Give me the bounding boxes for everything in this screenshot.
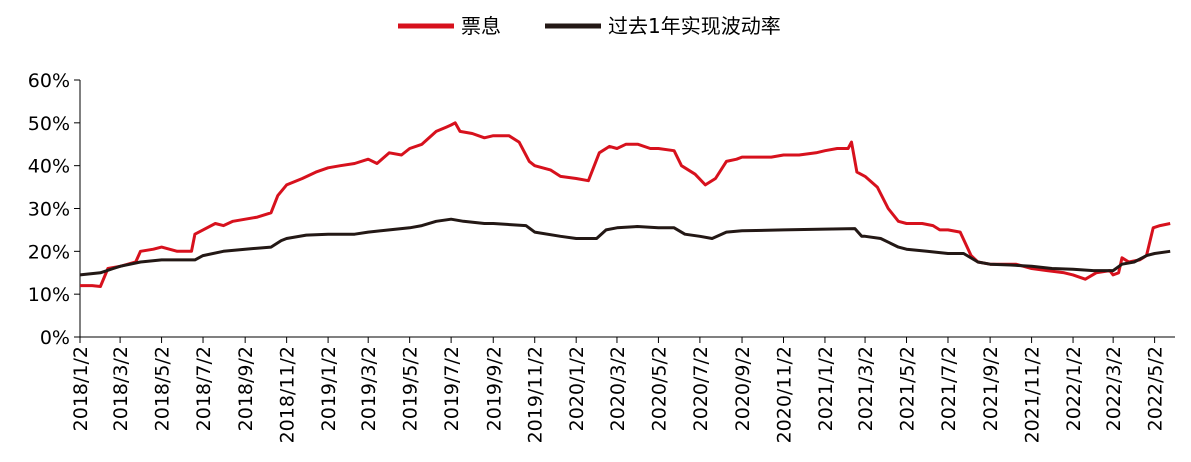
x-tick-label: 2021/5/2 — [897, 346, 919, 431]
x-tick-label: 2019/11/2 — [525, 346, 547, 443]
x-tick-label: 2020/1/2 — [566, 346, 588, 431]
x-tick-label: 2020/3/2 — [607, 346, 629, 431]
x-tick-label: 2019/1/2 — [318, 346, 340, 431]
x-tick-label: 2019/9/2 — [483, 346, 505, 431]
x-tick-label: 2022/1/2 — [1063, 346, 1085, 431]
series-line-0 — [80, 121, 1171, 288]
series-layer — [79, 121, 1171, 288]
x-tick-label: 2021/3/2 — [855, 346, 877, 431]
y-tick-label: 0% — [40, 327, 70, 349]
x-tick-label: 2018/7/2 — [193, 346, 215, 431]
x-tick-label: 2021/9/2 — [980, 346, 1002, 431]
y-tick-label: 10% — [28, 284, 70, 306]
x-axis: 2018/1/2 2018/3/2 2018/5/2 2018/7/2 2018/9/2… — [70, 336, 1175, 443]
legend-item-volatility: 过去1年实现波动率 — [545, 14, 781, 38]
y-tick-label: 40% — [28, 156, 70, 178]
x-tick-label: 2021/1/2 — [815, 346, 837, 431]
x-tick-label: 2020/5/2 — [648, 346, 670, 431]
x-tick-label: 2020/9/2 — [732, 346, 754, 431]
y-tick-label: 30% — [28, 199, 70, 221]
x-tick-label: 2018/3/2 — [110, 346, 132, 431]
x-tick-label: 2022/5/2 — [1145, 346, 1167, 431]
x-tick-label: 2019/7/2 — [441, 346, 463, 431]
legend-item-coupon: 票息 — [398, 14, 501, 38]
x-tick-label: 2020/11/2 — [773, 346, 795, 443]
series-line-1 — [79, 217, 1171, 277]
legend: 票息 过去1年实现波动率 — [398, 14, 781, 38]
x-tick-label: 2018/5/2 — [152, 346, 174, 431]
legend-label-volatility: 过去1年实现波动率 — [608, 14, 781, 38]
x-tick-label: 2018/9/2 — [235, 346, 257, 431]
x-tick-label: 2021/7/2 — [938, 346, 960, 431]
y-tick-label: 50% — [28, 113, 70, 135]
y-tick-label: 60% — [28, 70, 70, 92]
x-tick-label: 2018/11/2 — [277, 346, 299, 443]
x-tick-label: 2022/3/2 — [1103, 346, 1125, 431]
y-axis: 0% 10% 20% 30% 40% 50% 60% — [28, 70, 81, 349]
y-tick-label: 20% — [28, 241, 70, 263]
x-tick-label: 2019/5/2 — [400, 346, 422, 431]
x-tick-label: 2021/11/2 — [1022, 346, 1044, 443]
x-tick-label: 2019/3/2 — [358, 346, 380, 431]
x-tick-label: 2018/1/2 — [70, 346, 92, 431]
legend-label-coupon: 票息 — [461, 14, 501, 38]
x-tick-label: 2020/7/2 — [690, 346, 712, 431]
